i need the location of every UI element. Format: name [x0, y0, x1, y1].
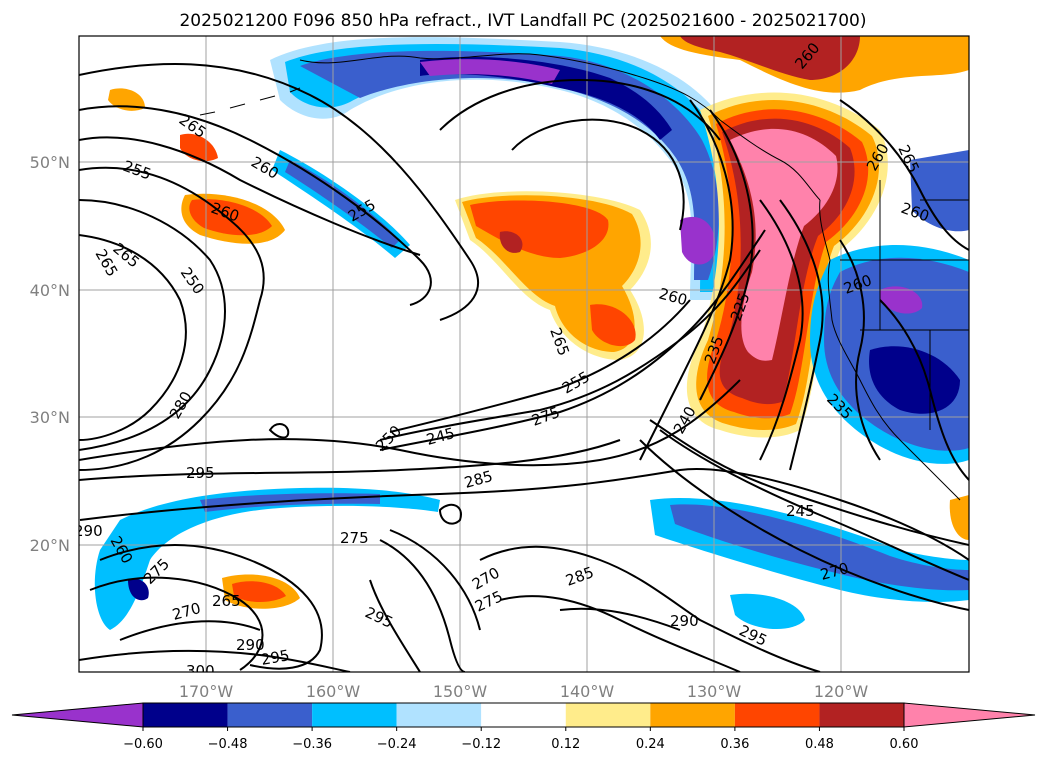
- latitude-ticks: 50°N 40°N 30°N 20°N: [30, 153, 70, 555]
- colorbar-tick-label: 0.60: [890, 737, 919, 752]
- contour-label: 245: [786, 502, 815, 520]
- lon-tick-label: 170°W: [179, 682, 234, 701]
- map-frame: [78, 35, 970, 673]
- neg-field-interior-west-core: [869, 346, 960, 414]
- colorbar-tick-label: 0.12: [551, 737, 580, 752]
- pos-field-sw-spot-red: [232, 581, 286, 602]
- lon-tick-label: 150°W: [433, 682, 488, 701]
- neg-field-interior-west-purple: [880, 286, 923, 314]
- pos-field-ne-top-red: [680, 36, 860, 80]
- pos-field-east-spot: [949, 495, 969, 540]
- lon-tick-label: 120°W: [814, 682, 869, 701]
- longitude-ticks: 170°W 160°W 150°W 140°W 130°W 120°W: [179, 682, 869, 701]
- lon-tick-label: 140°W: [560, 682, 615, 701]
- lat-tick-label: 30°N: [30, 408, 70, 427]
- colorbar-swatch: [650, 703, 735, 727]
- contour-label: 295: [186, 464, 215, 482]
- colorbar-tick-label: −0.36: [292, 737, 332, 752]
- aleutians: [199, 87, 301, 116]
- neg-field-alaska-arc-purple: [420, 59, 560, 84]
- colorbar-tick-label: 0.48: [805, 737, 834, 752]
- alaska-coastline: [299, 53, 821, 201]
- neg-field-alaska-arc-core: [420, 56, 672, 140]
- neg-field-subtropical: [94, 487, 440, 630]
- lon-tick-label: 130°W: [687, 682, 742, 701]
- colorbar-tick-label: 0.36: [720, 737, 749, 752]
- colorbar-swatch: [565, 703, 651, 727]
- colorbar-outline: [142, 702, 905, 728]
- contour-label: 290: [670, 612, 699, 630]
- colorbar-swatch: [819, 703, 904, 727]
- bc-coastline: [819, 199, 961, 501]
- contour-label: 300: [186, 662, 215, 680]
- lat-tick-label: 40°N: [30, 281, 70, 300]
- pos-field-central-dark: [499, 231, 523, 253]
- colorbar-swatch: [734, 703, 820, 727]
- colorbar-tick-label: −0.12: [461, 737, 501, 752]
- neg-field-se-band-dark: [670, 504, 969, 591]
- neg-field-sw-purple: [128, 578, 149, 601]
- contour-label: 290: [74, 522, 103, 540]
- lat-tick-label: 50°N: [30, 153, 70, 172]
- coastlines: [199, 53, 969, 501]
- lat-tick-label: 20°N: [30, 536, 70, 555]
- colorbar-swatch: [312, 703, 397, 727]
- contour-label: 265: [212, 592, 241, 610]
- colorbar-extend-low: [11, 702, 144, 728]
- colorbar-swatch: [227, 703, 313, 727]
- colorbar-extend-high: [903, 702, 1036, 728]
- lon-tick-label: 160°W: [306, 682, 361, 701]
- colorbar-tick-label: −0.60: [123, 737, 163, 752]
- contour-label: 290: [236, 636, 265, 654]
- figure-title: 2025021200 F096 850 hPa refract., IVT La…: [179, 11, 866, 31]
- state-borders: [840, 180, 969, 430]
- colorbar-swatch: [143, 703, 228, 727]
- colorbar-tick-label: −0.24: [377, 737, 417, 752]
- pos-field-central-red2: [590, 304, 636, 347]
- shaded-fields: [94, 36, 969, 630]
- neg-field-purple-spot: [680, 216, 716, 265]
- colorbar-tick-label: 0.24: [636, 737, 665, 752]
- pos-field-nw-small: [108, 88, 145, 111]
- contour-label: 275: [340, 529, 369, 547]
- pos-field-nw-spot-red: [189, 199, 272, 236]
- neg-field-nw-band-dark: [285, 160, 400, 248]
- neg-field-alaska-arc-dark: [300, 50, 719, 280]
- contour-label: 295: [260, 646, 291, 669]
- colorbar-swatch: [396, 703, 482, 727]
- neg-field-se-spot: [730, 593, 805, 630]
- pos-field-central-red: [470, 200, 609, 258]
- contours: [79, 62, 969, 672]
- colorbar: −0.60 −0.48 −0.36 −0.24 −0.12 0.12 0.24 0.36 0.4…: [11, 702, 1036, 752]
- map-content: 265 255 260 255 260 265 250 280 250 245 …: [74, 36, 969, 680]
- colorbar-tick-label: −0.48: [208, 737, 248, 752]
- neg-field-ne-corner: [910, 150, 969, 232]
- pos-field-plume-pink: [730, 128, 838, 361]
- colorbar-swatch: [481, 703, 566, 727]
